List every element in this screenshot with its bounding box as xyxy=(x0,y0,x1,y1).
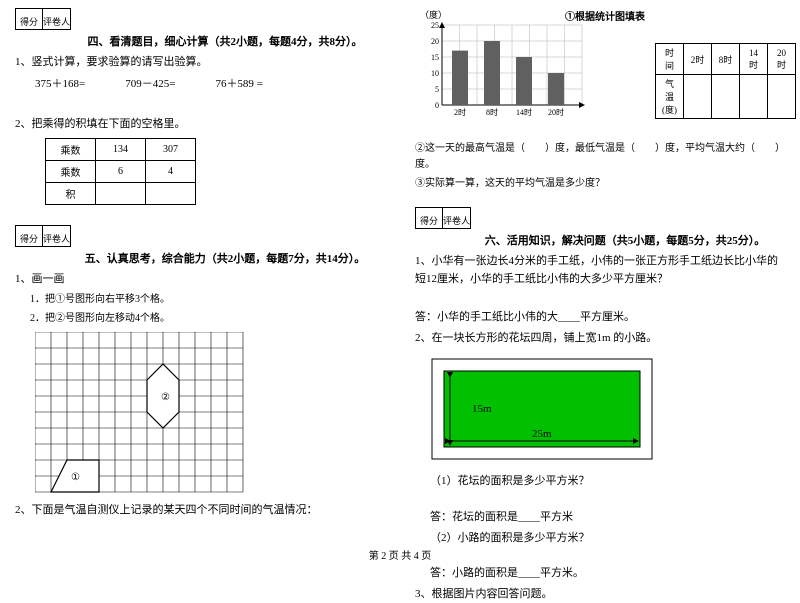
svg-text:①: ① xyxy=(71,472,80,483)
svg-text:15m: 15m xyxy=(472,403,492,415)
s4-q1: 1、竖式计算，要求验算的请写出验算。 xyxy=(15,54,385,72)
svg-text:0: 0 xyxy=(435,101,439,110)
translation-grid: ②① xyxy=(35,332,385,494)
section4-title: 四、看清题目，细心计算（共2小题，每题4分，共8分）。 xyxy=(65,33,385,49)
svg-text:14时: 14时 xyxy=(516,107,532,117)
s6-q2a: （1）花坛的面积是多少平方米？ xyxy=(430,473,785,491)
cell xyxy=(96,183,146,205)
cell: 6 xyxy=(96,161,146,183)
section5-title: 五、认真思考，综合能力（共2小题，每题7分，共14分）。 xyxy=(65,250,385,266)
score-box-4: 得分 评卷人 xyxy=(15,8,385,30)
stat-table: 时 间2时8时14时20时 气温(度) xyxy=(655,43,796,119)
score-cell: 得分 xyxy=(415,207,443,229)
grader-cell: 评卷人 xyxy=(443,207,471,229)
cell: 4 xyxy=(146,161,196,183)
s6-q2b: （2）小路的面积是多少平方米？ xyxy=(430,530,785,548)
cell: 气温(度) xyxy=(656,75,684,119)
s6-q2: 2、在一块长方形的花坛四周，铺上宽1m 的小路。 xyxy=(415,330,785,348)
cell xyxy=(684,75,712,119)
s6-q1: 1、小华有一张边长4分米的手工纸，小伟的一张正方形手工纸边长比小华的短12厘米，… xyxy=(415,253,785,288)
cell xyxy=(712,75,740,119)
s6-a2a: 答：花坛的面积是____平方米 xyxy=(430,509,785,527)
grader-cell: 评卷人 xyxy=(43,8,71,30)
svg-text:15: 15 xyxy=(431,53,439,62)
svg-text:20时: 20时 xyxy=(548,107,564,117)
svg-text:25m: 25m xyxy=(532,428,552,440)
calc-row: 375＋168= 709－425= 76＋589 = xyxy=(35,75,385,91)
section6-title: 六、活用知识，解决问题（共5小题，每题5分，共25分）。 xyxy=(465,232,785,248)
svg-text:2时: 2时 xyxy=(454,107,466,117)
calc-2: 709－425= xyxy=(125,75,175,91)
cell xyxy=(740,75,768,119)
svg-text:5: 5 xyxy=(435,85,439,94)
svg-text:25: 25 xyxy=(431,21,439,30)
cell: 乘数 xyxy=(46,139,96,161)
grader-cell: 评卷人 xyxy=(43,225,71,247)
calc-1: 375＋168= xyxy=(35,75,85,91)
cell: 20时 xyxy=(768,44,796,75)
s6-a2b: 答：小路的面积是____平方米。 xyxy=(430,565,785,583)
s6-a1: 答：小华的手工纸比小伟的大____平方厘米。 xyxy=(415,309,785,327)
s4-q2: 2、把乘得的积填在下面的空格里。 xyxy=(15,116,385,134)
calc-3: 76＋589 = xyxy=(215,75,262,91)
svg-text:10: 10 xyxy=(431,69,439,78)
score-box-6: 得分 评卷人 xyxy=(415,207,785,229)
s5-sub1: 1．把①号图形向右平移3个格。 xyxy=(30,292,385,308)
svg-text:②: ② xyxy=(161,392,170,403)
cell: 134 xyxy=(96,139,146,161)
cell: 积 xyxy=(46,183,96,205)
cell: 307 xyxy=(146,139,196,161)
s6-q3: 3、根据图片内容回答问题。 xyxy=(415,586,785,603)
garden-diagram: 15m 25m xyxy=(430,357,785,468)
cell xyxy=(146,183,196,205)
score-box-5: 得分 评卷人 xyxy=(15,225,385,247)
svg-text:20: 20 xyxy=(431,37,439,46)
score-cell: 得分 xyxy=(15,8,43,30)
s5-q2: 2、下面是气温自测仪上记录的某天四个不同时间的气温情况： xyxy=(15,502,385,520)
chart-q3: ③实际算一算，这天的平均气温是多少度？ xyxy=(415,176,785,192)
cell: 8时 xyxy=(712,44,740,75)
cell: 乘数 xyxy=(46,161,96,183)
score-cell: 得分 xyxy=(15,225,43,247)
s5-q1: 1、画一画 xyxy=(15,271,385,289)
cell: 时 间 xyxy=(656,44,684,75)
y-axis-label: （度） xyxy=(420,8,447,21)
page-footer: 第 2 页 共 4 页 xyxy=(0,547,800,562)
chart-q2: ②这一天的最高气温是（ ）度，最低气温是（ ）度，平均气温大约（ ）度。 xyxy=(415,141,785,173)
cell: 2时 xyxy=(684,44,712,75)
svg-text:8时: 8时 xyxy=(486,107,498,117)
cell xyxy=(768,75,796,119)
mult-table: 乘数134307 乘数64 积 xyxy=(45,138,196,205)
s5-sub2: 2．把②号图形向左移动4个格。 xyxy=(30,311,385,327)
chart-title: ①根据统计图填表 xyxy=(565,8,645,23)
cell: 14时 xyxy=(740,44,768,75)
